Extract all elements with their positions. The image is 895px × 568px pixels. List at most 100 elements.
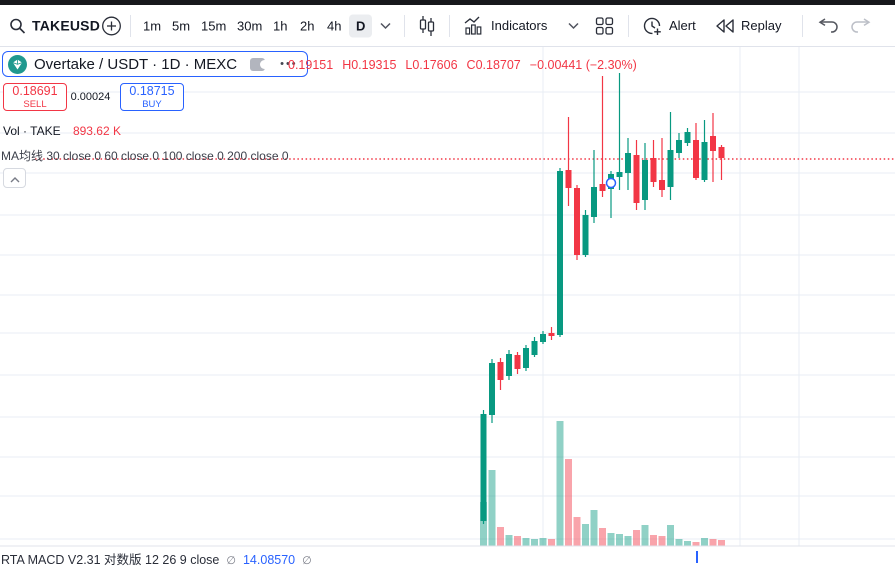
buy-button[interactable]: 0.18715 BUY [120,83,184,111]
volume-bar [505,535,513,546]
volume-bar [590,510,598,546]
replay-rewind-icon [715,18,735,34]
candle-body [497,362,504,380]
volume-bar [718,540,725,546]
replay-button[interactable]: Replay [710,14,786,38]
candle-body [659,180,665,190]
candle-body [506,354,512,376]
candle-body [480,414,487,521]
legend-collapse-button[interactable] [3,168,26,188]
candle-body [633,155,640,203]
toolbar-separator [404,14,405,37]
volume-bar [514,536,521,546]
timeframe-15m[interactable]: 15m [195,14,232,37]
chevron-down-icon [380,22,391,29]
candle-body [667,150,674,187]
timeframe-2h[interactable]: 2h [294,14,320,37]
buy-label: BUY [142,98,162,110]
volume-bar [650,535,657,546]
redo-arrow-icon [850,17,872,34]
grid-layout-icon [595,16,614,35]
volume-bar [531,539,538,546]
candle-body [684,132,691,143]
candle-body [489,363,495,415]
candle-body [625,153,631,173]
toolbar-separator [802,14,803,37]
volume-bar [701,538,708,546]
timeframe-1d-active[interactable]: D [349,14,373,37]
macd-value: 14.08570 [242,553,296,567]
volume-bar [641,525,649,546]
overtake-coin-logo-icon [8,54,27,74]
volume-bar [624,536,632,546]
indicators-label: Indicators [491,18,548,33]
timeframe-4h[interactable]: 4h [321,14,347,37]
alert-button[interactable]: Alert [636,11,701,41]
timeframe-5m[interactable]: 5m [166,14,196,37]
ohlc-change: −0.00441 (−2.30%) [529,58,637,72]
volume-bar [556,421,564,546]
indicators-menu-button[interactable] [563,18,584,33]
volume-bar [539,538,547,546]
macd-label: RTA MACD V2.31 对数版 12 26 9 close [1,553,220,567]
chart-style-button[interactable] [412,11,442,41]
buy-price: 0.18715 [129,84,175,98]
toolbar-separator [449,14,450,37]
volume-label: Vol · TAKE [3,124,61,138]
sell-price: 0.18691 [12,84,58,98]
candle-body [701,142,708,180]
volume-bar [497,527,504,546]
alert-label: Alert [669,18,696,33]
drawing-anchor-marker[interactable] [605,177,617,189]
undo-button[interactable] [812,14,844,38]
ma-legend-row[interactable]: MA均线 30 close 0 60 close 0 100 close 0 2… [1,149,289,163]
volume-bar [488,470,496,546]
timeframe-1m[interactable]: 1m [137,14,167,37]
candle-body [574,188,580,255]
volume-bar [582,524,589,546]
indicators-button[interactable]: Indicators [458,12,552,40]
candle-body [548,333,555,336]
timeframe-menu-button[interactable] [375,18,396,33]
more-options-icon[interactable]: ••• [280,58,298,70]
candle-body [710,136,716,151]
redo-button[interactable] [845,14,877,38]
volume-legend-row[interactable]: Vol · TAKE 893.62 K [3,124,121,138]
timeframe-1h[interactable]: 1h [267,14,293,37]
candle-body [514,355,521,369]
sell-label: SELL [23,98,47,110]
ohlc-close: C0.18707 [466,58,521,72]
alert-clock-plus-icon [641,15,663,37]
volume-bar [522,538,530,546]
replay-label: Replay [741,18,782,33]
sell-button[interactable]: 0.18691 SELL [3,83,67,111]
search-icon [9,17,26,34]
ohlc-low: L0.17606 [405,58,458,72]
symbol-search-button[interactable]: TAKEUSD [4,13,105,38]
symbol-legend-button[interactable]: Overtake / USDT · 1D · MEXC ••• [2,51,308,77]
candle-body [650,158,657,182]
ohlc-readout: 0.19151 H0.19315 L0.17606 C0.18707 −0.00… [288,58,637,72]
ohlc-high: H0.19315 [342,58,397,72]
symbol-title: Overtake / USDT · 1D · MEXC [34,55,238,73]
candlestick-style-icon [417,15,437,37]
volume-bar [675,539,683,546]
macd-empty-left: ∅ [226,555,236,567]
layout-templates-button[interactable] [590,12,619,39]
undo-arrow-icon [817,17,839,34]
candle-body [718,147,725,158]
candle-body [676,140,682,153]
window-top-edge [0,0,895,5]
flag-marker-icon[interactable] [250,57,270,71]
volume-bar [565,459,572,546]
chevron-up-icon [10,171,20,186]
macd-legend-row[interactable]: RTA MACD V2.31 对数版 12 26 9 close ∅ 14.08… [1,549,312,568]
candle-body [591,187,597,217]
compare-add-button[interactable] [96,11,127,40]
toolbar-symbol-label: TAKEUSD [32,17,101,34]
volume-bar [633,530,640,546]
candle-body [693,140,699,178]
volume-bar [548,539,555,546]
timeframe-30m[interactable]: 30m [231,14,268,37]
